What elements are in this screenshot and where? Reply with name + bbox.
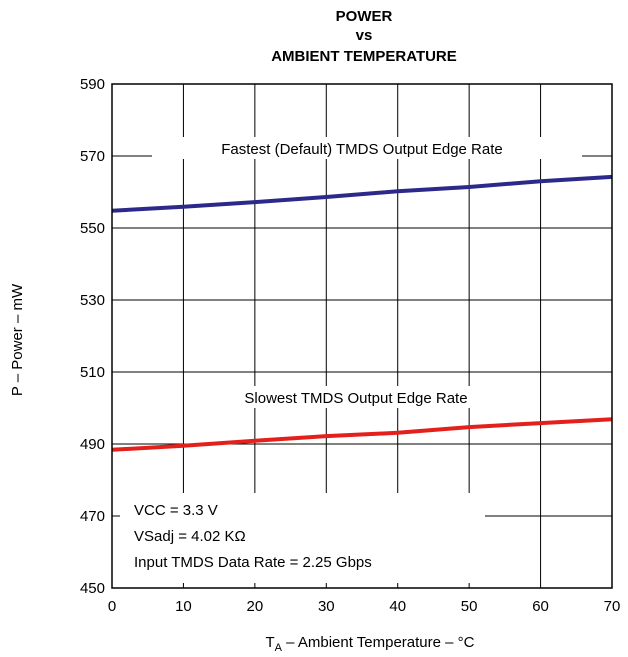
chart-title: POWER vs AMBIENT TEMPERATURE: [271, 8, 457, 65]
x-tick-label: 30: [318, 598, 335, 615]
y-tick-label: 530: [80, 292, 105, 309]
condition-data-rate: Input TMDS Data Rate = 2.25 Gbps: [134, 554, 372, 571]
y-tick-label: 550: [80, 220, 105, 237]
series-line-fastest: [111, 174, 613, 213]
x-tick-label: 60: [532, 598, 549, 615]
x-tick-label: 20: [247, 598, 264, 615]
title-line-2: vs: [356, 27, 373, 44]
y-tick-label: 570: [80, 148, 105, 165]
x-axis-label: TA – Ambient Temperature – °C: [265, 634, 474, 654]
fast-label-bg: [152, 137, 582, 159]
slow-series-label: Slowest TMDS Output Edge Rate: [244, 390, 467, 407]
x-tick-label: 0: [108, 598, 116, 615]
y-tick-label: 490: [80, 436, 105, 453]
y-tick-label: 470: [80, 508, 105, 525]
x-axis-label-text: – Ambient Temperature – °C: [282, 634, 475, 651]
series-layer: [111, 174, 613, 452]
x-tick-label: 40: [389, 598, 406, 615]
title-line-3: AMBIENT TEMPERATURE: [271, 48, 457, 65]
fast-series-label: Fastest (Default) TMDS Output Edge Rate: [221, 141, 503, 158]
x-tick-label: 50: [461, 598, 478, 615]
y-tick-label: 510: [80, 364, 105, 381]
series-line-slowest: [111, 417, 613, 452]
x-tick-label: 10: [175, 598, 192, 615]
plot-frame: [111, 83, 613, 589]
condition-vsadj: VSadj = 4.02 KΩ: [134, 528, 246, 545]
title-line-1: POWER: [336, 8, 393, 25]
y-axis-label: P – Power – mW: [9, 283, 26, 396]
y-tick-label: 590: [80, 76, 105, 93]
slow-label-bg: [190, 386, 525, 408]
x-axis-label-subscript: A: [275, 642, 283, 654]
x-axis-label-symbol: T: [265, 634, 274, 651]
tick-labels: 0 10 20 30 40 50 60 70 450 470 490 510 530 550 570 590: [80, 76, 620, 615]
x-tick-label: 70: [604, 598, 621, 615]
condition-vcc: VCC = 3.3 V: [134, 502, 218, 519]
y-tick-label: 450: [80, 580, 105, 597]
conditions-bg: [120, 493, 485, 583]
